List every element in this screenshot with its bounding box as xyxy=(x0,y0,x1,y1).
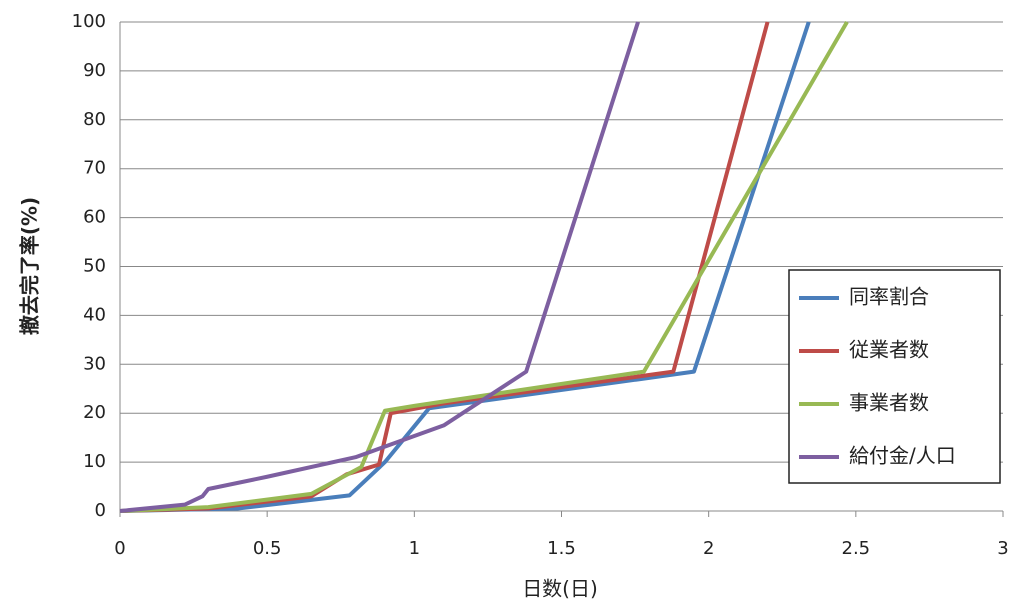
x-axis-label: 日数(日) xyxy=(522,577,598,601)
y-tick-label: 10 xyxy=(83,451,106,472)
y-tick-label: 100 xyxy=(72,11,106,32)
y-tick-label: 0 xyxy=(95,500,106,521)
y-tick-label: 90 xyxy=(83,60,106,81)
y-tick-label: 30 xyxy=(83,353,106,374)
x-tick-label: 1.5 xyxy=(547,538,576,559)
y-tick-label: 70 xyxy=(83,158,106,179)
x-tick-label: 2.5 xyxy=(842,538,871,559)
x-tick-label: 2 xyxy=(703,538,714,559)
series-line xyxy=(119,21,811,513)
x-tick-label: 0 xyxy=(114,538,125,559)
y-tick-label: 40 xyxy=(83,304,106,325)
x-tick-label: 3 xyxy=(997,538,1008,559)
series-line xyxy=(119,21,640,513)
series-line xyxy=(119,20,849,513)
y-tick-label: 20 xyxy=(83,402,106,423)
y-tick-label: 80 xyxy=(83,109,106,130)
legend-label: 事業者数 xyxy=(849,391,929,415)
y-tick-label: 50 xyxy=(83,256,106,277)
legend-label: 従業者数 xyxy=(849,338,929,362)
y-axis-label: 撤去完了率(%) xyxy=(18,197,42,335)
legend-label: 同率割合 xyxy=(849,285,929,309)
x-tick-label: 1 xyxy=(409,538,420,559)
x-tick-label: 0.5 xyxy=(253,538,282,559)
y-tick-label: 60 xyxy=(83,207,106,228)
legend-label: 給付金/人口 xyxy=(849,444,956,468)
legend-box xyxy=(788,269,1001,484)
